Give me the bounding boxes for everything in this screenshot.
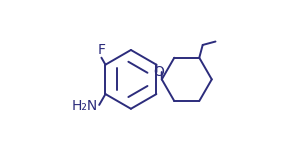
Text: O: O [154, 65, 165, 79]
Text: H₂N: H₂N [72, 99, 98, 113]
Text: F: F [98, 42, 105, 56]
